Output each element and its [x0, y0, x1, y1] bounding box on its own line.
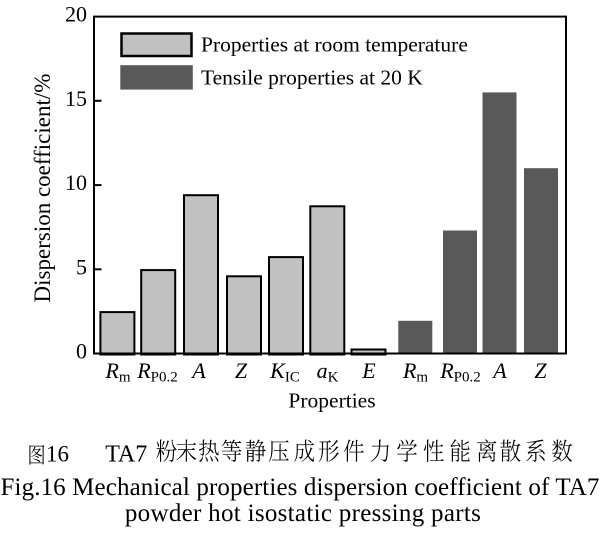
svg-text:Z: Z — [235, 358, 248, 383]
svg-text:5: 5 — [76, 254, 87, 279]
svg-text:E: E — [361, 358, 376, 383]
svg-text:20: 20 — [65, 2, 87, 27]
svg-text:10: 10 — [65, 170, 87, 195]
svg-text:A: A — [190, 358, 206, 383]
svg-text:16: 16 — [46, 442, 69, 467]
svg-text:Fig.16 Mechanical properties d: Fig.16 Mechanical properties dispersion … — [0, 474, 599, 501]
svg-text:Properties: Properties — [288, 389, 375, 413]
svg-text:RP0.2: RP0.2 — [136, 358, 178, 386]
svg-text:15: 15 — [65, 86, 87, 111]
svg-text:A: A — [491, 358, 507, 383]
svg-text:Tensile properties at 20 K: Tensile properties at 20 K — [201, 66, 423, 90]
svg-text:KIC: KIC — [269, 358, 300, 386]
svg-text:RP0.2: RP0.2 — [439, 358, 481, 386]
svg-text:Z: Z — [534, 358, 547, 383]
svg-text:Properties at room temperature: Properties at room temperature — [201, 33, 468, 57]
svg-text:aK: aK — [317, 358, 339, 386]
svg-text:powder hot isostatic pressing: powder hot isostatic pressing parts — [125, 500, 481, 527]
svg-text:0: 0 — [76, 339, 87, 364]
svg-text:TA7: TA7 — [105, 442, 147, 468]
svg-text:Dispersion coefficient/%: Dispersion coefficient/% — [30, 74, 55, 303]
svg-text:Rm: Rm — [104, 358, 130, 386]
svg-text:Rm: Rm — [402, 358, 428, 386]
